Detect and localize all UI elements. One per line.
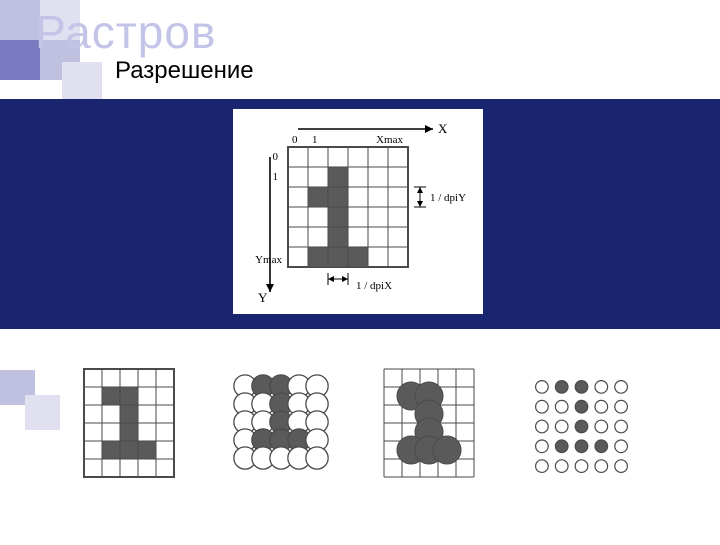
svg-text:0: 0 [292,134,298,146]
subtitle: Разрешение [115,57,254,85]
title-faded: Растров [35,5,216,59]
panel-grid-square [64,367,204,479]
svg-text:Ymax: Ymax [255,254,282,266]
svg-text:1: 1 [273,171,279,183]
svg-text:Y: Y [258,290,268,305]
raster-diagram: X Y 0 1 Xmax 0 1 Ymax 1 / dpiY 1 / dpiX [233,109,483,314]
svg-text:X: X [438,121,448,136]
panel-dots [514,367,654,479]
bottom-panels [64,363,654,483]
raster-svg: X Y 0 1 Xmax 0 1 Ymax 1 / dpiY 1 / dpiX [238,112,478,312]
svg-text:1 / dpiX: 1 / dpiX [356,280,392,292]
svg-text:1 / dpiY: 1 / dpiY [430,192,466,204]
svg-text:0: 0 [273,151,279,163]
panel-grid-circles [364,367,504,479]
svg-text:1: 1 [312,134,318,146]
svg-text:Xmax: Xmax [376,134,403,146]
panel-circles-overlap [214,367,354,479]
